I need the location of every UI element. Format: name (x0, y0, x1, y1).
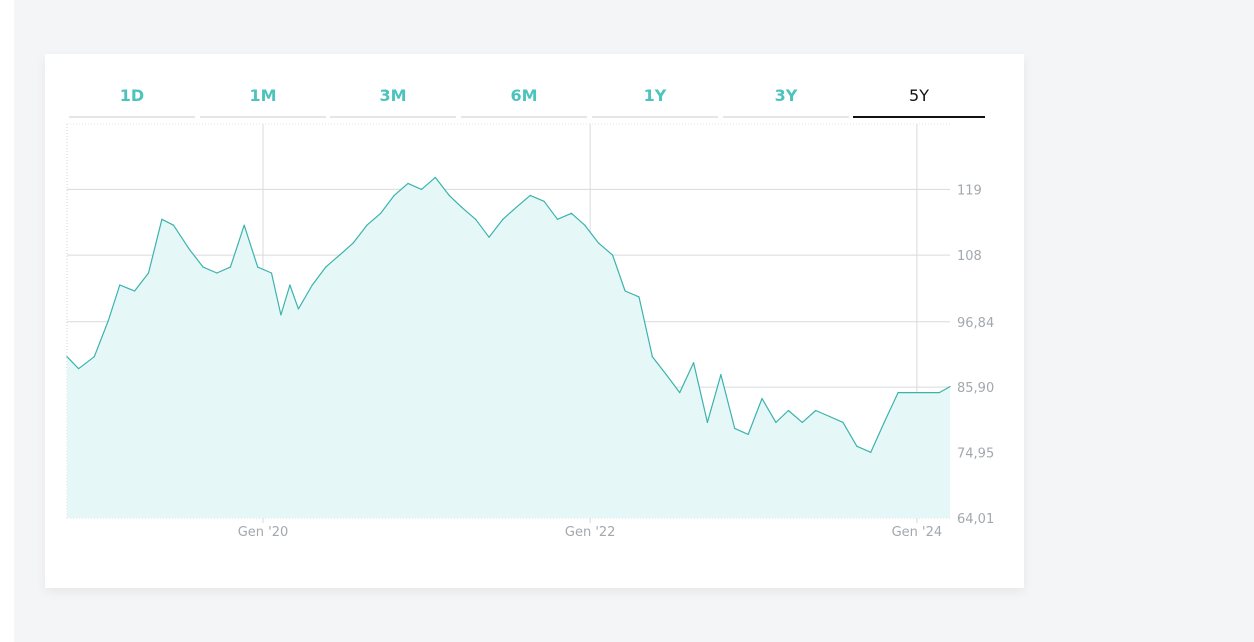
data-point (216, 272, 218, 274)
data-point (897, 391, 899, 394)
data-point (692, 362, 695, 364)
x-tick-label: Gen '22 (565, 525, 616, 540)
data-point (584, 224, 586, 226)
tab-label: 3Y (774, 86, 798, 105)
data-point (270, 272, 273, 274)
y-tick-label: 64,01 (957, 512, 994, 527)
data-point (706, 421, 709, 424)
data-point (133, 290, 136, 292)
data-point (393, 194, 395, 196)
data-point (161, 218, 163, 220)
tab-label: 1M (249, 86, 277, 105)
tab-3m[interactable]: 3M (330, 84, 456, 118)
data-point (761, 397, 763, 400)
data-point (280, 314, 282, 316)
data-point (338, 254, 341, 256)
data-point (638, 296, 640, 298)
data-point (488, 236, 490, 238)
tab-1m[interactable]: 1M (200, 84, 326, 118)
data-point (297, 308, 299, 310)
data-point (202, 266, 204, 268)
data-point (870, 451, 872, 453)
data-point (257, 266, 259, 268)
data-point (775, 421, 777, 424)
data-point (172, 224, 175, 226)
data-point (883, 421, 885, 424)
data-point (556, 218, 559, 220)
data-point (938, 391, 940, 394)
data-point (747, 433, 749, 435)
data-point (325, 266, 327, 268)
range-tabs: 1D 1M 3M 6M 1Y 3Y 5Y (69, 84, 985, 118)
data-point (352, 242, 354, 244)
data-point (502, 218, 504, 220)
data-point (611, 254, 614, 256)
data-point (815, 409, 817, 412)
data-point (243, 224, 245, 226)
data-point (924, 391, 926, 394)
data-point (651, 356, 653, 358)
data-point (829, 415, 831, 418)
data-point (570, 212, 572, 214)
series-area (67, 177, 950, 518)
data-point (448, 194, 450, 196)
tab-1d[interactable]: 1D (69, 84, 195, 118)
data-point (78, 368, 80, 370)
y-tick-label: 85,90 (957, 381, 994, 396)
data-point (107, 320, 109, 322)
data-point (434, 176, 436, 179)
x-tick-label: Gen '24 (892, 525, 943, 540)
data-point (475, 218, 477, 220)
y-tick-label: 96,84 (957, 316, 994, 331)
tab-label: 6M (510, 86, 538, 105)
data-point (188, 248, 190, 250)
tab-3y[interactable]: 3Y (723, 84, 849, 118)
tab-1y[interactable]: 1Y (592, 84, 718, 118)
y-tick-label: 119 (957, 183, 982, 198)
data-point (624, 290, 626, 292)
data-point (949, 385, 951, 388)
data-point (311, 284, 313, 286)
data-point (289, 284, 291, 286)
data-point (665, 374, 667, 376)
tab-5y[interactable]: 5Y (853, 84, 985, 118)
data-point (229, 266, 231, 268)
data-point (66, 356, 68, 358)
y-tick-label: 74,95 (957, 447, 994, 462)
data-point (515, 206, 517, 208)
data-point (407, 182, 409, 185)
tab-6m[interactable]: 6M (461, 84, 587, 118)
data-point (842, 421, 844, 424)
data-point (720, 374, 722, 376)
data-point (910, 391, 913, 394)
data-point (461, 206, 463, 208)
tab-label: 5Y (909, 86, 929, 105)
data-point (543, 200, 545, 202)
data-point (147, 272, 150, 274)
data-point (420, 188, 423, 190)
data-point (801, 421, 803, 424)
tab-label: 1D (119, 86, 145, 105)
y-tick-label: 108 (957, 249, 982, 264)
data-point (366, 224, 368, 226)
tab-label: 3M (379, 86, 407, 105)
data-point (380, 212, 382, 214)
data-point (529, 194, 531, 196)
data-point (598, 242, 600, 244)
data-point (679, 391, 681, 394)
data-point (787, 409, 790, 412)
data-point (734, 427, 736, 430)
data-point (119, 284, 121, 286)
tab-label: 1Y (643, 86, 667, 105)
x-tick-label: Gen '20 (238, 525, 289, 540)
data-point (856, 445, 858, 447)
data-point (93, 356, 95, 358)
